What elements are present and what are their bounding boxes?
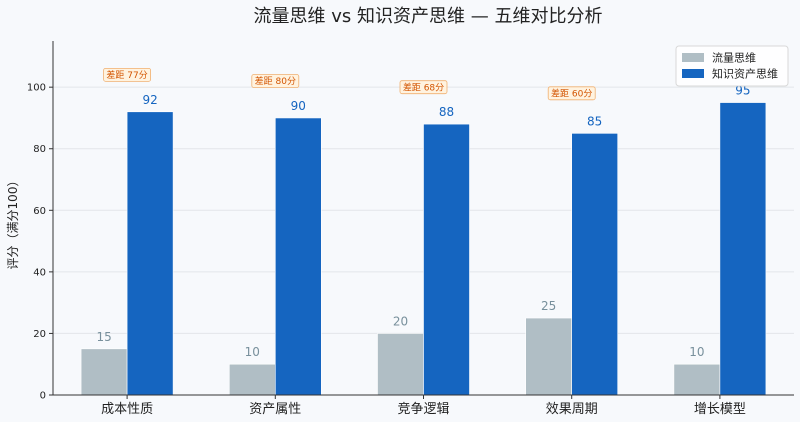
value-label: 95 xyxy=(735,84,750,98)
y-axis-ticks: 0 20 40 60 80 100 xyxy=(27,83,53,402)
bar-traffic xyxy=(525,317,573,396)
y-tick-label: 0 xyxy=(40,391,46,402)
bar-traffic xyxy=(673,363,721,396)
gap-annotation: 差距 77分 xyxy=(103,67,151,82)
gap-annotation: 差距 60分 xyxy=(547,86,596,101)
gap-annotation-box xyxy=(399,80,448,95)
y-tick-label: 20 xyxy=(33,329,46,340)
bar-knowledge xyxy=(126,111,174,396)
bar-knowledge xyxy=(274,117,322,396)
y-tick-label: 40 xyxy=(33,267,46,278)
gap-annotation-text: 差距 60分 xyxy=(551,88,592,100)
x-tick-label: 竞争逻辑 xyxy=(397,401,449,417)
bar-knowledge xyxy=(423,123,470,396)
x-axis-ticks: 成本性质 资产属性 竞争逻辑 效果周期 增长模型 xyxy=(101,395,746,417)
y-axis-label: 评分（满分100） xyxy=(6,175,20,270)
legend-label: 知识资产思维 xyxy=(712,67,778,81)
y-tick-label: 60 xyxy=(33,206,46,217)
bars xyxy=(80,102,767,396)
legend-label: 流量思维 xyxy=(712,51,756,65)
y-tick-label: 80 xyxy=(33,144,46,155)
value-label: 10 xyxy=(245,345,260,359)
value-label: 90 xyxy=(291,99,306,113)
value-label: 15 xyxy=(96,330,111,344)
legend-swatch xyxy=(682,53,704,62)
bar-knowledge xyxy=(571,133,619,396)
x-tick-label: 效果周期 xyxy=(546,402,598,417)
gap-annotation-box xyxy=(547,86,596,101)
bar-knowledge xyxy=(719,102,767,396)
gap-annotation-text: 差距 77分 xyxy=(106,69,147,81)
value-label: 25 xyxy=(541,299,556,313)
x-tick-label: 成本性质 xyxy=(101,402,153,417)
chart-title: 流量思维 vs 知识资产思维 — 五维对比分析 xyxy=(254,6,603,27)
value-label: 88 xyxy=(439,105,454,119)
bar-traffic xyxy=(80,348,128,396)
value-label: 20 xyxy=(393,314,408,328)
bar-traffic xyxy=(229,363,276,396)
gap-annotation-text: 差距 68分 xyxy=(403,81,444,93)
value-label: 92 xyxy=(142,93,157,107)
gap-annotation-text: 差距 80分 xyxy=(255,75,296,87)
value-label: 10 xyxy=(689,345,704,359)
x-tick-label: 资产属性 xyxy=(249,402,301,417)
gap-annotation: 差距 80分 xyxy=(251,74,300,88)
bar-traffic xyxy=(377,333,424,396)
gap-annotation: 差距 68分 xyxy=(399,80,448,95)
x-tick-label: 增长模型 xyxy=(694,402,746,417)
legend-swatch xyxy=(682,69,704,78)
value-labels: 15 92 10 90 20 88 25 85 10 95 xyxy=(96,84,750,360)
value-label: 85 xyxy=(587,114,602,128)
y-tick-label: 100 xyxy=(27,83,46,94)
gap-annotation-box xyxy=(251,74,300,88)
gap-annotation-box xyxy=(103,67,151,82)
